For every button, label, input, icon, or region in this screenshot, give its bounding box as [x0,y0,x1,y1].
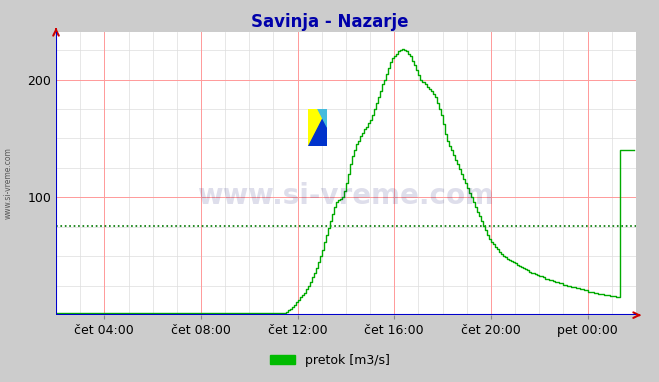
Text: www.si-vreme.com: www.si-vreme.com [3,147,13,219]
Text: Savinja - Nazarje: Savinja - Nazarje [251,13,408,31]
Legend: pretok [m3/s]: pretok [m3/s] [264,349,395,372]
Text: www.si-vreme.com: www.si-vreme.com [198,183,494,210]
Polygon shape [318,109,328,127]
Polygon shape [308,109,328,146]
Polygon shape [308,109,328,146]
